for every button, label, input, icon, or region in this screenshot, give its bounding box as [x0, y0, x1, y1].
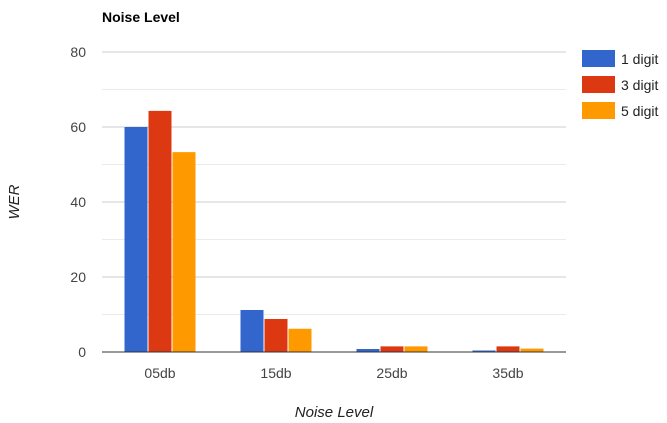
bar [356, 349, 380, 352]
gridlines [102, 51, 566, 315]
x-axis-ticks: 05db 15db 25db 35db [144, 365, 523, 381]
bar [172, 152, 196, 352]
bar [404, 346, 428, 352]
bar [148, 110, 172, 352]
legend-swatch [582, 76, 615, 93]
x-tick-label: 05db [144, 365, 175, 381]
legend-label: 1 digit [621, 51, 658, 67]
y-tick-label: 60 [70, 119, 86, 135]
bar [472, 350, 496, 352]
bar [520, 348, 544, 352]
legend-label: 5 digit [621, 103, 658, 119]
y-tick-label: 0 [78, 344, 86, 360]
x-tick-label: 25db [376, 365, 407, 381]
legend-label: 3 digit [621, 77, 658, 93]
x-tick-label: 35db [492, 365, 523, 381]
y-tick-label: 20 [70, 269, 86, 285]
x-axis-title: Noise Level [295, 404, 374, 421]
chart-title: Noise Level [102, 9, 180, 25]
bar [380, 346, 404, 352]
y-tick-label: 40 [70, 194, 86, 210]
y-axis-title: WER [6, 184, 23, 219]
bar [288, 328, 312, 352]
x-tick-label: 15db [260, 365, 291, 381]
bars [124, 110, 544, 352]
y-axis-ticks: 0 20 40 60 80 [70, 44, 86, 360]
bar [496, 346, 520, 352]
bar [264, 319, 288, 352]
legend-swatch [582, 50, 615, 67]
y-tick-label: 80 [70, 44, 86, 60]
bar [240, 310, 264, 352]
legend: 1 digit 3 digit 5 digit [582, 50, 658, 119]
legend-swatch [582, 102, 615, 119]
bar [124, 127, 148, 352]
